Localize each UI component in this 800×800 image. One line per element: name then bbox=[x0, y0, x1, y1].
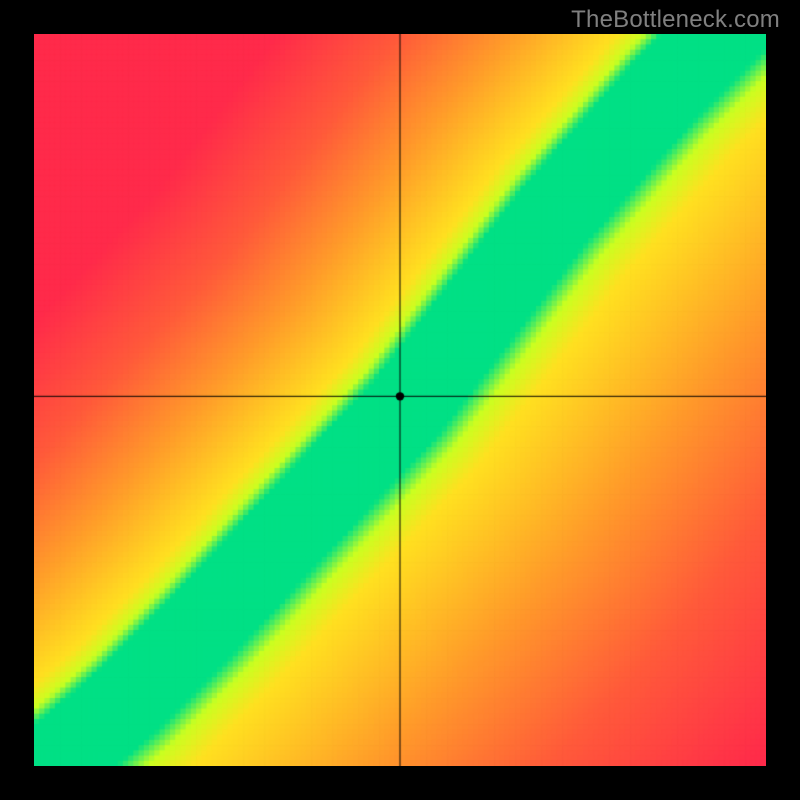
heatmap-canvas bbox=[34, 34, 766, 766]
heatmap-frame bbox=[34, 34, 766, 766]
chart-container: TheBottleneck.com bbox=[0, 0, 800, 800]
watermark-text: TheBottleneck.com bbox=[571, 6, 780, 34]
